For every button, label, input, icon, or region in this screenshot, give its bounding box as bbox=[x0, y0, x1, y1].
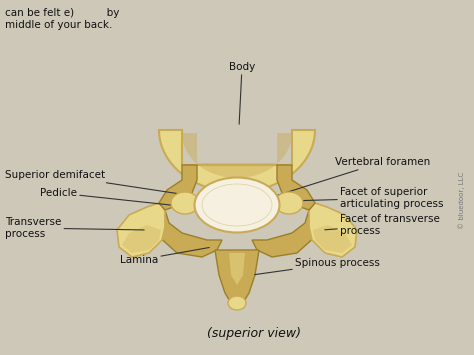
Polygon shape bbox=[229, 253, 245, 285]
Text: Facet of transverse
process: Facet of transverse process bbox=[325, 214, 440, 236]
Polygon shape bbox=[182, 133, 292, 178]
Text: Superior demifacet: Superior demifacet bbox=[5, 170, 184, 195]
Polygon shape bbox=[252, 203, 322, 257]
Ellipse shape bbox=[202, 184, 272, 226]
Text: Body: Body bbox=[229, 62, 255, 124]
Polygon shape bbox=[215, 250, 259, 307]
Text: Transverse
process: Transverse process bbox=[5, 217, 144, 239]
Ellipse shape bbox=[171, 192, 199, 214]
Polygon shape bbox=[309, 203, 357, 257]
Polygon shape bbox=[152, 203, 222, 257]
Polygon shape bbox=[159, 165, 197, 210]
Text: Lamina: Lamina bbox=[120, 247, 209, 265]
Polygon shape bbox=[277, 165, 315, 210]
Polygon shape bbox=[313, 225, 352, 253]
Ellipse shape bbox=[194, 178, 280, 233]
Ellipse shape bbox=[228, 296, 246, 310]
Polygon shape bbox=[122, 225, 161, 253]
Ellipse shape bbox=[275, 192, 303, 214]
Text: © bluedoor, LLC: © bluedoor, LLC bbox=[459, 171, 465, 229]
Text: Vertebral foramen: Vertebral foramen bbox=[274, 157, 430, 196]
Text: can be felt e)          by
middle of your back.: can be felt e) by middle of your back. bbox=[5, 8, 119, 29]
Polygon shape bbox=[117, 203, 165, 257]
Text: Pedicle: Pedicle bbox=[40, 188, 186, 207]
Polygon shape bbox=[159, 130, 315, 192]
Text: (superior view): (superior view) bbox=[207, 327, 301, 340]
Text: Facet of superior
articulating process: Facet of superior articulating process bbox=[290, 187, 444, 209]
Text: Spinous process: Spinous process bbox=[255, 258, 380, 275]
